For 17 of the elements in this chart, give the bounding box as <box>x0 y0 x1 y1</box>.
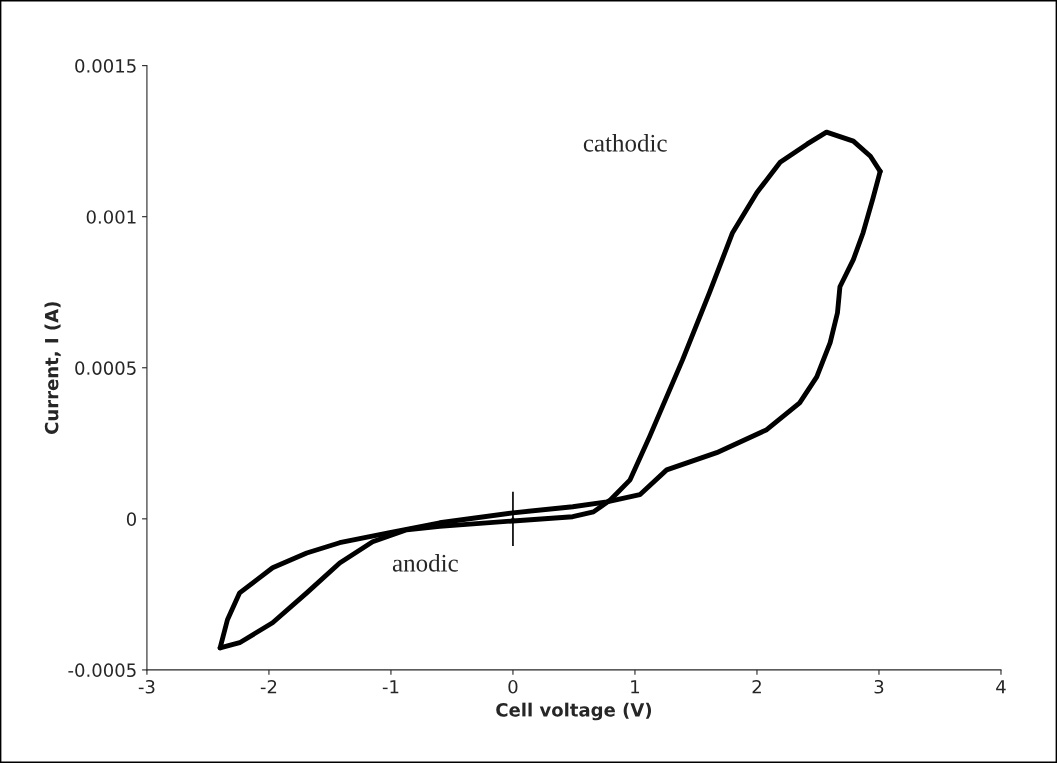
y-tick-label: 0 <box>126 512 136 526</box>
x-tick-label: 3 <box>874 679 884 694</box>
x-axis-title: Cell voltage (V) <box>496 702 652 721</box>
x-tick-label: -2 <box>260 679 277 694</box>
annotation: cathodic <box>583 134 667 152</box>
y-tick-label: 0.0005 <box>75 361 136 375</box>
x-tick-label: -1 <box>382 680 399 694</box>
annotation: anodic <box>392 554 458 572</box>
x-tick-label: -3 <box>138 679 155 694</box>
y-tick-label: -0.0005 <box>68 663 136 678</box>
y-tick-label: 0.0015 <box>75 59 136 73</box>
x-tick-label: 4 <box>996 680 1006 694</box>
y-axis-title: Current, I (A) <box>44 302 61 434</box>
x-tick-label: 0 <box>508 679 518 694</box>
x-tick-label: 1 <box>631 680 640 694</box>
x-tick-label: 2 <box>752 679 761 694</box>
y-tick-label: 0.001 <box>86 210 136 224</box>
